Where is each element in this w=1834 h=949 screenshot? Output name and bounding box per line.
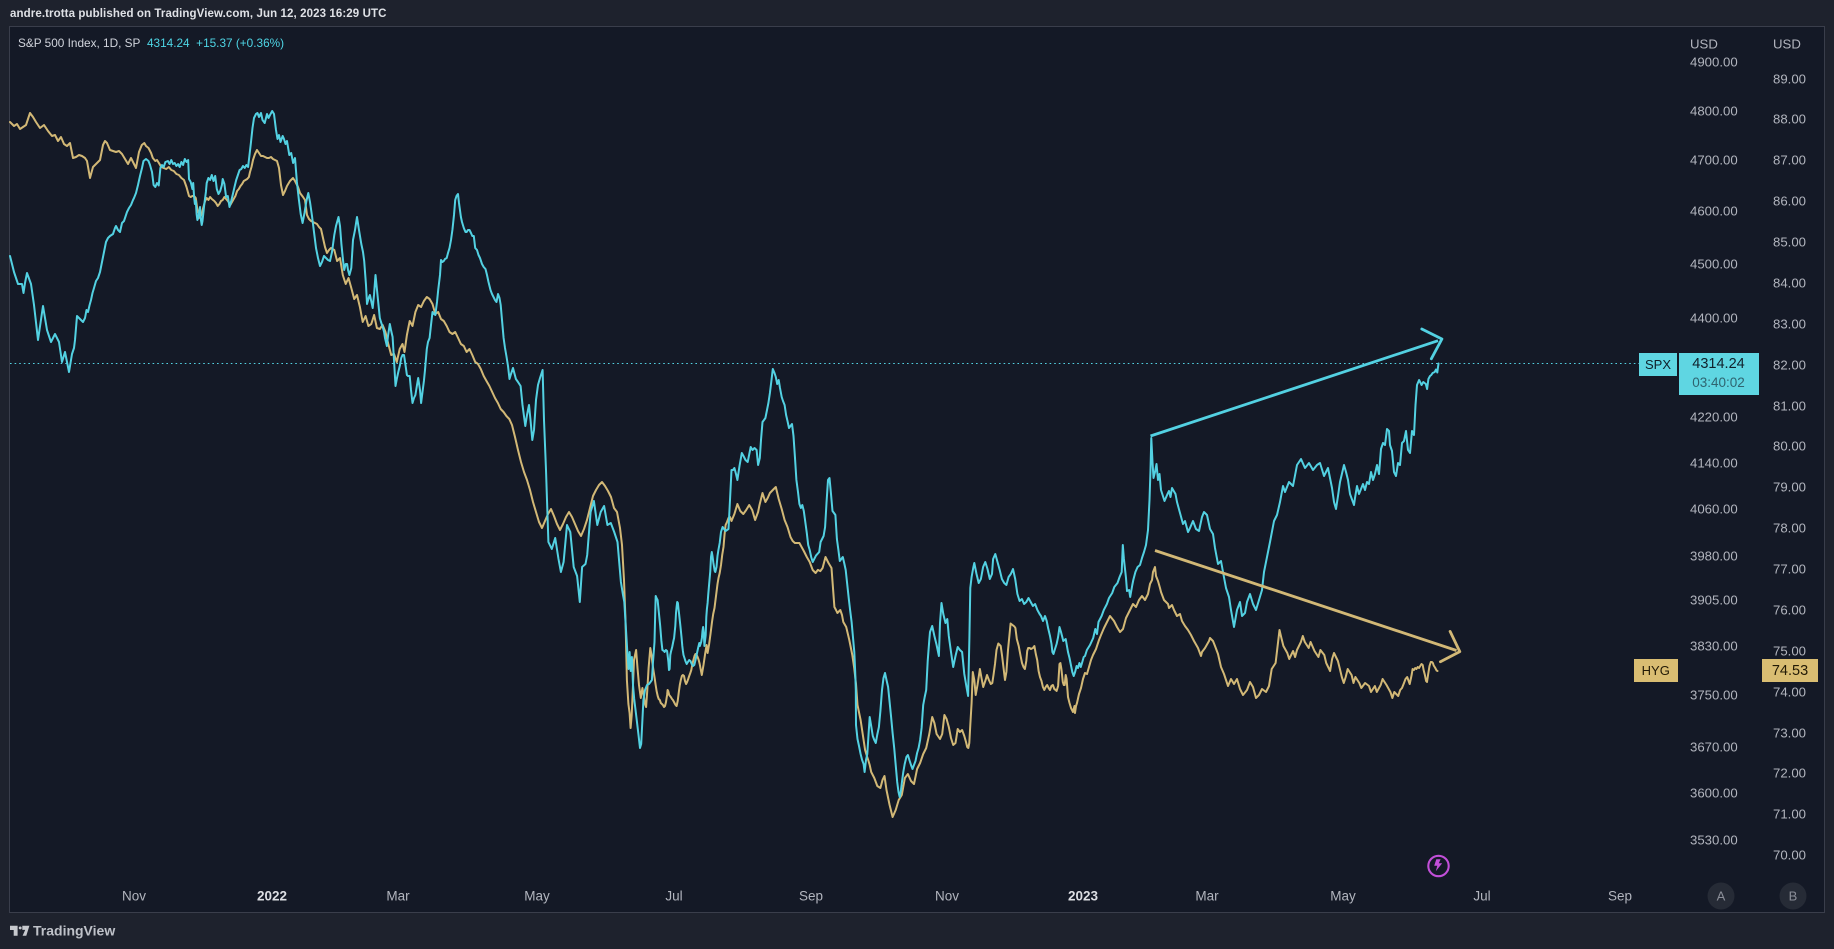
svg-text:B: B [1789, 889, 1798, 904]
svg-text:A: A [1717, 889, 1726, 904]
svg-text:TradingView: TradingView [33, 923, 115, 939]
